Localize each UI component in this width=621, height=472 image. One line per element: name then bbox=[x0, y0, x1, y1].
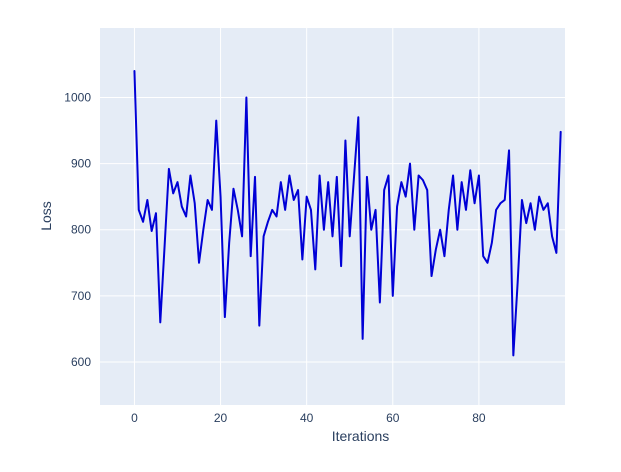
x-tick-label: 80 bbox=[472, 411, 486, 425]
plot-area bbox=[100, 28, 565, 405]
tick-labels: 0 20 40 60 80 600 700 800 900 1000 bbox=[64, 90, 486, 425]
y-tick-label: 800 bbox=[71, 223, 91, 237]
loss-series-line bbox=[133, 69, 562, 357]
y-axis-label: Loss bbox=[38, 201, 54, 231]
x-axis-label-row: Iterations bbox=[0, 428, 621, 444]
x-tick-label: 20 bbox=[214, 411, 228, 425]
x-axis-label: Iterations bbox=[331, 428, 390, 444]
x-tick-label: 0 bbox=[131, 411, 138, 425]
y-tick-label: 1000 bbox=[64, 90, 91, 104]
y-tick-label: 700 bbox=[71, 289, 91, 303]
x-tick-label: 40 bbox=[300, 411, 314, 425]
y-tick-label: 900 bbox=[71, 157, 91, 171]
y-tick-label: 600 bbox=[71, 355, 91, 369]
x-tick-label: 60 bbox=[386, 411, 400, 425]
